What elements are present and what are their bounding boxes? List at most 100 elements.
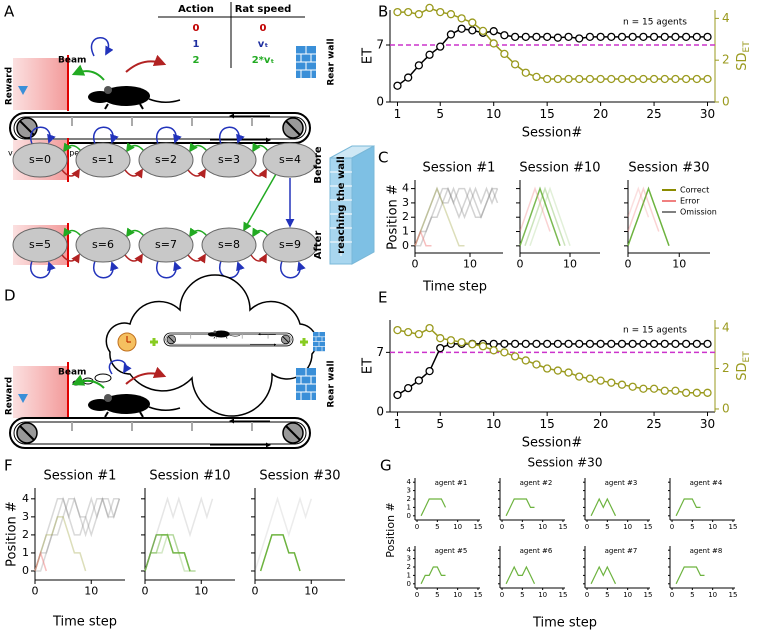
data-point [639, 384, 648, 393]
x-tick-label: 15 [559, 591, 568, 599]
series-line [144, 534, 196, 572]
arrow [61, 253, 80, 264]
state-node [138, 227, 194, 263]
data-point [681, 339, 691, 349]
data-point [414, 10, 424, 19]
x-tick-label: 5 [435, 523, 439, 531]
chart-title: Session #10 [149, 469, 230, 484]
x-tick-label: 0 [585, 523, 589, 531]
x-tick-label: 0 [585, 591, 589, 599]
arrow [250, 168, 267, 179]
y-tick-label: 0 [407, 512, 411, 520]
y-tick-label: 0 [407, 580, 411, 588]
chart-title: Session #30 [259, 469, 340, 484]
data-point [404, 383, 413, 393]
legend-label: Correct [680, 186, 709, 195]
table-header: Rat speed [235, 4, 292, 15]
data-point [628, 32, 637, 42]
data-point [671, 74, 680, 84]
data-point [500, 348, 509, 357]
y2-label-sub: ET [742, 351, 752, 363]
data-point [564, 339, 573, 349]
data-point [543, 32, 552, 42]
data-point [660, 386, 669, 395]
data-point [414, 376, 424, 385]
y-tick-label: 0 [22, 564, 29, 577]
arrow [187, 253, 206, 264]
series-line [529, 186, 571, 247]
annotation: agent #5 [435, 547, 468, 555]
arrow [155, 260, 182, 279]
data-point [585, 339, 595, 349]
y-axis-label: ET [361, 358, 376, 374]
data-point [692, 32, 701, 42]
reward-label: Reward [5, 67, 15, 105]
x-axis-label: Time step [52, 615, 117, 630]
table-cell: 2 [193, 55, 200, 66]
x-axis-label: Time step [532, 616, 597, 631]
y2-axis-label: SDET [735, 351, 752, 381]
data-point [425, 50, 434, 59]
arrow [125, 227, 145, 238]
data-point [543, 364, 552, 373]
state-node [75, 227, 131, 263]
table-cell: 0 [193, 23, 200, 34]
chart-title: Session #10 [519, 161, 600, 176]
data-point [681, 32, 691, 42]
y-tick-label: 1 [407, 503, 411, 511]
annotation: agent #7 [605, 547, 638, 555]
series-line [505, 498, 535, 517]
y-tick-label: 3 [22, 510, 29, 523]
x-tick-label: 10 [486, 107, 501, 121]
series-line [34, 550, 48, 572]
chart-title: Session #1 [44, 469, 117, 484]
x-tick-label: 10 [453, 591, 462, 599]
data-point [500, 31, 509, 40]
x-tick-label: 10 [538, 591, 547, 599]
data-point [692, 388, 701, 397]
data-point [564, 368, 573, 377]
panel-d: D Reward Beam Rear wall [4, 274, 337, 448]
data-point [414, 61, 424, 70]
x-tick-label: 15 [540, 107, 555, 121]
data-point [649, 74, 659, 84]
data-point [585, 32, 595, 42]
beam-label: Beam [58, 56, 86, 66]
table-cell: 2*vₜ [252, 55, 275, 66]
series-line [627, 186, 660, 232]
series-line [675, 566, 705, 585]
data-point [446, 336, 456, 345]
series-line [414, 186, 498, 247]
panel-label: D [4, 287, 16, 305]
x-tick-label: 15 [474, 523, 483, 531]
data-point [500, 49, 509, 59]
data-point [617, 74, 627, 84]
series-line [414, 186, 465, 247]
y-axis-label: Position # [5, 501, 20, 567]
arrow [279, 260, 306, 279]
x-tick-label: 15 [644, 591, 653, 599]
x-tick-label: 10 [463, 258, 477, 271]
data-point [649, 32, 659, 42]
x-tick-label: 0 [412, 258, 419, 271]
arrow [124, 168, 143, 179]
y-tick-label: 0 [402, 239, 409, 252]
x-tick-label: 25 [646, 417, 661, 431]
state-node [262, 142, 318, 178]
data-point [468, 18, 477, 27]
x-tick-label: 10 [538, 523, 547, 531]
x-tick-label: 15 [540, 417, 555, 431]
series-line [420, 566, 446, 585]
table-cell: 1 [193, 39, 200, 50]
data-point [575, 372, 584, 381]
data-point [521, 32, 530, 42]
x-tick-label: 0 [625, 258, 632, 271]
y-tick-label: 7 [376, 345, 384, 359]
annotation: agent #6 [520, 547, 553, 555]
x-tick-label: 20 [593, 107, 608, 121]
y2-label-sub: ET [742, 41, 752, 53]
series-line [414, 229, 432, 247]
arrow [29, 126, 56, 145]
data-point [543, 74, 552, 84]
x-tick-label: 0 [670, 591, 674, 599]
